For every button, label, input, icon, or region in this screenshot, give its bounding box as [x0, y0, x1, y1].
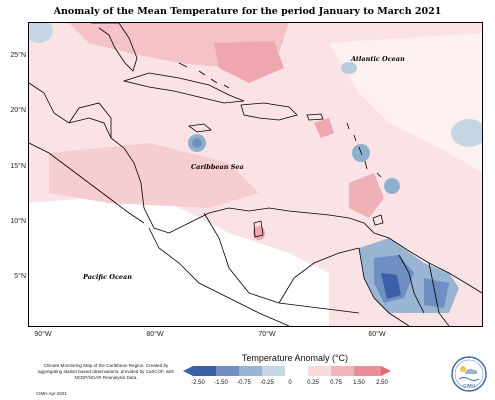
cloud-icon — [465, 368, 478, 374]
legend-swatch-7 — [331, 366, 354, 376]
legend-swatch-5 — [285, 366, 308, 376]
legend-tick: 1.50 — [353, 380, 365, 386]
legend-swatch-0 — [183, 366, 193, 376]
lat-label-20n: 20°N — [10, 107, 26, 114]
legend-swatch-8 — [354, 366, 381, 376]
wave-icon — [458, 377, 480, 381]
lon-label-90w: 90°W — [34, 331, 52, 338]
logo-text: CIMH — [463, 383, 475, 388]
legend-swatch-6 — [308, 366, 331, 376]
lat-label-5n: 5°N — [14, 273, 26, 280]
lat-label-25n: 25°N — [10, 52, 26, 59]
label-pacific-ocean: Pacific Ocean — [82, 273, 132, 281]
map-canvas: Atlantic Ocean Caribbean Sea Pacific Oce… — [29, 23, 482, 326]
label-caribbean-sea: Caribbean Sea — [191, 163, 244, 171]
label-atlantic-ocean: Atlantic Ocean — [350, 55, 405, 63]
legend-tick: -2.50 — [191, 380, 205, 386]
legend-tick: -0.25 — [260, 380, 274, 386]
legend-swatch-2 — [216, 366, 239, 376]
lon-label-60w: 60°W — [368, 331, 386, 338]
legend-swatch-4 — [262, 366, 285, 376]
legend-tick: -1.50 — [214, 380, 228, 386]
map-title: Anomaly of the Mean Temperature for the … — [53, 6, 442, 17]
legend-colorbar — [183, 366, 391, 376]
legend-tick: 0.75 — [330, 380, 342, 386]
legend-swatch-9 — [381, 366, 391, 376]
legend-swatch-3 — [239, 366, 262, 376]
legend-tick: -0.75 — [237, 380, 251, 386]
legend-swatch-1 — [193, 366, 216, 376]
legend-title: Temperature Anomaly (°C) — [241, 353, 349, 363]
anomaly-map: Atlantic Ocean Caribbean Sea Pacific Oce… — [28, 22, 483, 327]
lon-label-70w: 70°W — [258, 331, 276, 338]
sun-icon — [460, 366, 466, 372]
lat-label-10n: 10°N — [10, 218, 26, 225]
map-credit: CIMH Apr-2021 — [36, 391, 68, 396]
cimh-logo: CIMH — [451, 356, 487, 392]
legend-tick: 2.50 — [376, 380, 388, 386]
map-footnote: Climate Monitoring Map of the Caribbean … — [37, 363, 175, 381]
lon-label-80w: 80°W — [146, 331, 164, 338]
lat-label-15n: 15°N — [10, 163, 26, 170]
legend-tick: 0 — [288, 380, 292, 386]
legend-tick: 0.25 — [307, 380, 319, 386]
